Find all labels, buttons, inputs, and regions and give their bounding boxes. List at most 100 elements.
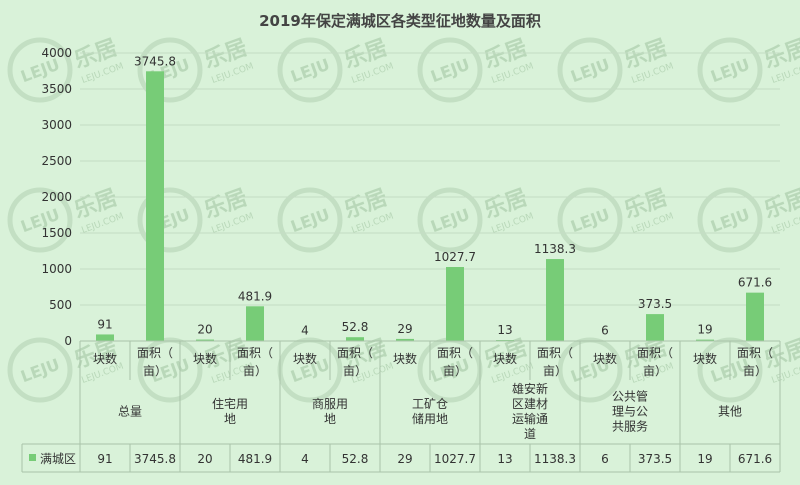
- bar-area: [346, 337, 364, 341]
- table-value-count: 19: [697, 452, 712, 466]
- y-tick-label: 3000: [41, 118, 72, 132]
- x-category-label: 地: [224, 412, 236, 426]
- x-sub-label-area: 面积（: [637, 346, 673, 360]
- x-sub-label-count: 块数: [493, 351, 517, 366]
- svg-text:LEJU: LEJU: [428, 55, 472, 87]
- table-value-area: 373.5: [638, 452, 672, 466]
- svg-text:LEJU: LEJU: [708, 55, 752, 87]
- svg-text:LEJU: LEJU: [288, 55, 332, 87]
- y-axis: 0 500 1000 1500 2000 2500 3000 3500 4000: [41, 46, 72, 348]
- x-category-label: 地: [324, 412, 336, 426]
- x-category-label: 运输通: [512, 411, 548, 426]
- data-label-area: 1027.7: [434, 250, 476, 264]
- x-sub-label-area: 亩）: [743, 363, 767, 378]
- x-category-label: 总量: [118, 405, 142, 419]
- data-label-count: 4: [301, 324, 309, 338]
- x-category-label: 区建材: [512, 397, 548, 411]
- x-sub-label-area: 面积（: [137, 346, 173, 360]
- table-value-count: 4: [301, 452, 309, 466]
- data-label-area: 1138.3: [534, 242, 576, 256]
- x-category-label: 理与公: [612, 405, 648, 419]
- y-tick-label: 0: [64, 334, 72, 348]
- x-category-label: 商服用: [312, 396, 348, 411]
- bar-area: [146, 71, 164, 341]
- data-label-count: 20: [197, 323, 212, 337]
- bar-count: [96, 334, 114, 341]
- data-label-area: 52.8: [342, 320, 369, 334]
- table-value-count: 6: [601, 452, 609, 466]
- table-value-area: 481.9: [238, 452, 272, 466]
- x-sub-label-count: 块数: [693, 351, 717, 366]
- data-label-count: 29: [397, 322, 412, 336]
- x-category-label: 共服务: [612, 419, 648, 434]
- y-tick-label: 2000: [41, 190, 72, 204]
- x-category-label: 储用地: [412, 411, 448, 426]
- x-sub-label-area: 面积（: [737, 346, 773, 360]
- table-value-area: 1138.3: [534, 452, 576, 466]
- bar-count: [696, 339, 714, 341]
- data-label-area: 3745.8: [134, 54, 176, 68]
- x-sub-label-area: 亩）: [443, 363, 467, 378]
- x-sub-label-count: 块数: [293, 351, 317, 366]
- svg-text:LEJU: LEJU: [708, 205, 752, 237]
- bar-count: [196, 339, 214, 341]
- table-value-count: 29: [397, 452, 412, 466]
- legend-swatch: [29, 454, 36, 461]
- data-label-count: 91: [97, 317, 112, 331]
- chart-title: 2019年保定满城区各类型征地数量及面积: [259, 12, 541, 30]
- y-tick-label: 4000: [41, 46, 72, 60]
- table-value-count: 20: [197, 452, 212, 466]
- data-label-area: 373.5: [638, 297, 672, 311]
- x-sub-label-count: 块数: [593, 351, 617, 366]
- x-category-label: 工矿仓: [412, 397, 448, 411]
- x-category-label: 其他: [718, 405, 742, 419]
- svg-text:LEJU: LEJU: [568, 205, 612, 237]
- x-sub-label-area: 面积（: [337, 346, 373, 360]
- legend-label: 满城区: [40, 452, 76, 466]
- data-label-area: 481.9: [238, 289, 272, 303]
- x-category-label: 住宅用: [212, 396, 248, 411]
- x-sub-label-area: 亩）: [343, 363, 367, 378]
- y-tick-label: 1000: [41, 262, 72, 276]
- svg-text:LEJU: LEJU: [568, 55, 612, 87]
- x-sub-label-area: 面积（: [437, 346, 473, 360]
- y-tick-label: 2500: [41, 154, 72, 168]
- x-sub-label-area: 亩）: [143, 363, 167, 378]
- table-value-area: 1027.7: [434, 452, 476, 466]
- x-sub-label-count: 块数: [193, 351, 217, 366]
- y-tick-label: 3500: [41, 82, 72, 96]
- svg-text:LEJU: LEJU: [288, 205, 332, 237]
- bar-area: [246, 306, 264, 341]
- data-label-count: 6: [601, 324, 609, 338]
- table-value-count: 13: [497, 452, 512, 466]
- table-value-area: 671.6: [738, 452, 772, 466]
- bar-area: [646, 314, 664, 341]
- bar-area: [746, 292, 764, 341]
- bar-area: [446, 267, 464, 341]
- x-sub-label-area: 面积（: [237, 346, 273, 360]
- svg-text:LEJU: LEJU: [428, 205, 472, 237]
- bar-count: [396, 338, 414, 341]
- x-sub-label-area: 亩）: [543, 363, 567, 378]
- table-value-area: 52.8: [342, 452, 369, 466]
- x-sub-label-area: 亩）: [643, 363, 667, 378]
- x-category-label: 雄安新: [512, 381, 548, 396]
- data-labels: 91 3745.8 20 481.9 4 52.8 29 1027.7 13 1138.3 6 373…: [97, 54, 772, 337]
- data-label-area: 671.6: [738, 276, 772, 290]
- bar-area: [546, 259, 564, 341]
- x-sub-label-area: 面积（: [537, 346, 573, 360]
- data-label-count: 13: [497, 323, 512, 337]
- x-category-label: 公共管: [612, 389, 648, 404]
- x-category-label: 道: [524, 427, 536, 441]
- x-sub-label-count: 块数: [393, 351, 417, 366]
- y-tick-label: 500: [49, 298, 72, 312]
